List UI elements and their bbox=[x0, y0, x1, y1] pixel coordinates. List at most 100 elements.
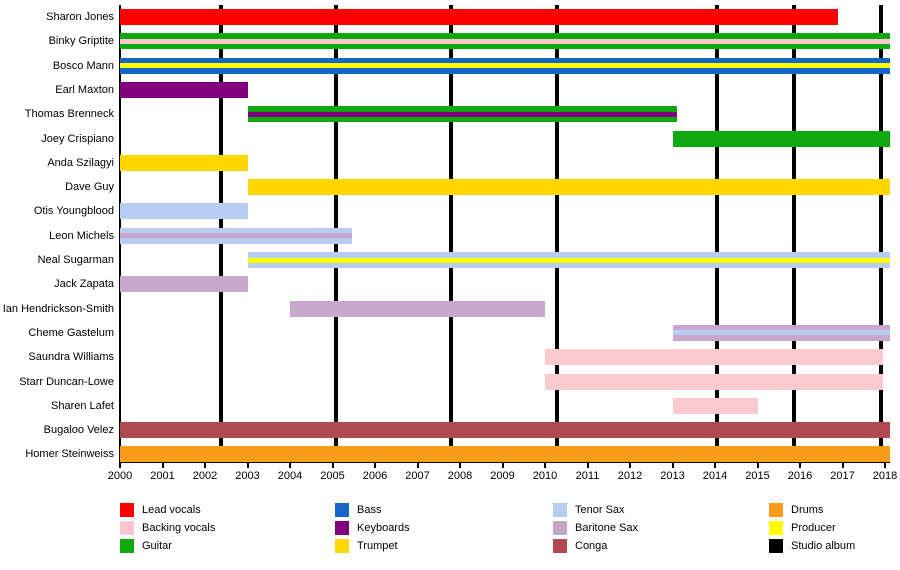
member-bar-guitar bbox=[120, 33, 891, 50]
member-bar-keyboards bbox=[120, 81, 248, 98]
x-axis-tick-label: 2000 bbox=[107, 470, 133, 482]
member-bar-tenor bbox=[120, 227, 352, 244]
x-axis-tick bbox=[714, 462, 716, 468]
member-label: Sharen Lafet bbox=[51, 399, 114, 412]
x-axis-tick-label: 2015 bbox=[745, 470, 770, 482]
x-axis-tick-label: 2013 bbox=[660, 470, 685, 482]
legend-swatch-lead bbox=[120, 503, 134, 517]
member-label: Bosco Mann bbox=[52, 59, 114, 72]
x-axis-tick-label: 2017 bbox=[830, 470, 855, 482]
x-axis-tick bbox=[161, 462, 164, 468]
legend-label: Guitar bbox=[142, 540, 172, 552]
x-axis-tick bbox=[544, 462, 546, 468]
member-label: Joey Crispiano bbox=[41, 132, 114, 145]
x-axis-tick bbox=[671, 462, 674, 468]
x-axis-tick-label: 2010 bbox=[532, 470, 558, 482]
legend-label: Conga bbox=[575, 540, 608, 552]
member-bar-baritone bbox=[672, 324, 891, 341]
x-axis-tick bbox=[416, 462, 419, 468]
legend-label: Bass bbox=[357, 504, 382, 516]
member-label: Jack Zapata bbox=[54, 278, 114, 291]
legend-label: Studio album bbox=[791, 540, 856, 552]
legend-label: Trumpet bbox=[357, 540, 398, 552]
x-axis-tick bbox=[289, 462, 291, 468]
legend-swatch-conga bbox=[553, 539, 567, 553]
x-axis-tick bbox=[246, 462, 249, 468]
x-axis-tick bbox=[501, 462, 504, 468]
x-axis-tick-label: 2004 bbox=[277, 470, 303, 482]
x-axis-tick bbox=[756, 462, 759, 468]
legend-swatch-baritone bbox=[553, 521, 567, 535]
legend-label: Producer bbox=[791, 522, 836, 534]
member-label: Bugaloo Velez bbox=[43, 424, 114, 437]
role-stripe-tenor bbox=[672, 330, 891, 336]
x-axis-tick bbox=[841, 462, 844, 468]
role-stripe-producer bbox=[120, 63, 891, 69]
legend-swatch-trumpet bbox=[335, 539, 349, 553]
member-label: Neal Sugarman bbox=[37, 254, 114, 266]
x-axis-tick-label: 2018 bbox=[872, 470, 898, 482]
member-bar-tenor bbox=[247, 252, 891, 268]
legend-swatch-guitar bbox=[120, 539, 134, 553]
x-axis-tick-label: 2007 bbox=[405, 470, 430, 482]
legend-swatch-album bbox=[769, 539, 783, 553]
member-bar-trumpet bbox=[247, 179, 891, 196]
x-axis-tick bbox=[119, 462, 121, 468]
legend-swatch-drums bbox=[769, 503, 783, 517]
x-axis-tick-label: 2001 bbox=[150, 470, 175, 482]
member-bar-trumpet bbox=[120, 154, 248, 171]
x-axis-tick-label: 2005 bbox=[320, 470, 345, 482]
x-axis-tick bbox=[586, 462, 589, 468]
legend-swatch-producer bbox=[769, 521, 783, 535]
studio-album-line bbox=[715, 5, 720, 462]
x-axis-tick bbox=[629, 462, 631, 468]
member-bar-tenor bbox=[120, 203, 248, 220]
legend-label: Lead vocals bbox=[142, 504, 201, 516]
member-label: Leon Michels bbox=[49, 229, 114, 242]
member-label: Sharon Jones bbox=[46, 11, 114, 23]
x-axis-tick-label: 2011 bbox=[575, 470, 600, 482]
legend-swatch-bass bbox=[335, 503, 349, 517]
member-label: Homer Steinweiss bbox=[25, 448, 114, 461]
member-bar-backing bbox=[672, 397, 758, 414]
legend-swatch-tenor bbox=[553, 503, 567, 517]
x-axis-tick-label: 2006 bbox=[362, 470, 388, 482]
role-stripe-keyboards bbox=[247, 111, 677, 117]
legend-label: Baritone Sax bbox=[575, 522, 638, 534]
member-bar-backing bbox=[545, 349, 883, 366]
member-bar-lead bbox=[120, 9, 839, 25]
role-stripe-baritone bbox=[120, 233, 352, 239]
member-label: Dave Guy bbox=[65, 181, 114, 194]
member-bar-drums bbox=[120, 446, 891, 463]
member-bar-baritone bbox=[290, 300, 545, 317]
legend-label: Keyboards bbox=[357, 522, 410, 534]
legend-label: Tenor Sax bbox=[575, 504, 625, 516]
member-label: Saundra Williams bbox=[28, 351, 114, 364]
role-stripe-backing bbox=[120, 38, 891, 44]
studio-album-line bbox=[791, 5, 796, 462]
x-axis-tick-label: 2009 bbox=[490, 470, 515, 482]
legend-label: Backing vocals bbox=[142, 522, 216, 534]
member-label: Anda Szilagyi bbox=[47, 156, 114, 169]
x-axis-tick bbox=[204, 462, 206, 468]
member-bar-guitar bbox=[247, 106, 677, 123]
x-axis-tick bbox=[459, 462, 461, 468]
x-axis-tick-label: 2003 bbox=[235, 470, 260, 482]
member-label: Starr Duncan-Lowe bbox=[19, 375, 114, 388]
legend-swatch-backing bbox=[120, 521, 134, 535]
legend-swatch-keyboards bbox=[335, 521, 349, 535]
x-axis-tick-label: 2008 bbox=[447, 470, 473, 482]
x-axis-tick bbox=[799, 462, 801, 468]
studio-album-line bbox=[878, 5, 883, 462]
x-axis-tick bbox=[331, 462, 334, 468]
member-bar-bass bbox=[120, 57, 891, 74]
member-label: Thomas Brenneck bbox=[24, 108, 114, 121]
x-axis-tick-label: 2016 bbox=[787, 470, 813, 482]
member-bar-baritone bbox=[120, 276, 248, 293]
x-axis-tick bbox=[884, 462, 886, 468]
member-bar-conga bbox=[120, 422, 891, 439]
member-label: Cheme Gastelum bbox=[28, 326, 114, 339]
member-label: Earl Maxton bbox=[55, 83, 114, 96]
x-axis-tick-label: 2002 bbox=[192, 470, 218, 482]
